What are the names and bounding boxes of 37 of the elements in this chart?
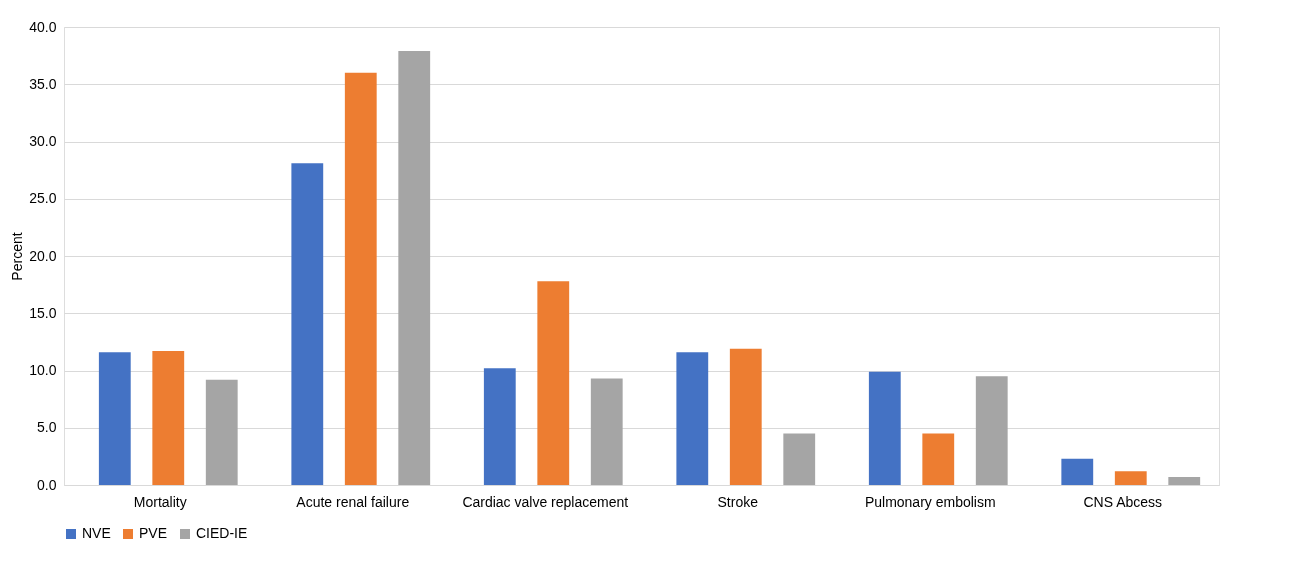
- bar: [152, 351, 185, 485]
- bar: [729, 348, 762, 485]
- x-tick-label: Cardiac valve replacement: [462, 493, 629, 510]
- bar: [483, 368, 516, 485]
- bar: [205, 379, 238, 485]
- y-tick-label: 35.0: [29, 75, 57, 92]
- bar: [783, 433, 816, 485]
- bar: [344, 72, 377, 485]
- legend-label: PVE: [139, 525, 168, 541]
- y-tick-label: 25.0: [29, 190, 57, 207]
- bar: [537, 281, 570, 485]
- y-tick-label: 10.0: [29, 362, 57, 378]
- y-tick-label: 20.0: [29, 247, 57, 264]
- y-tick-label: 0.0: [37, 476, 57, 493]
- bar: [975, 376, 1008, 485]
- legend-label: NVE: [82, 525, 111, 541]
- y-tick-label: 15.0: [29, 304, 57, 321]
- x-tick-label: Stroke: [717, 493, 759, 510]
- x-tick-label: CNS Abcess: [1083, 493, 1163, 510]
- bar: [398, 51, 431, 485]
- bar: [291, 163, 324, 485]
- y-axis-title: Percent: [9, 232, 26, 281]
- bar: [676, 352, 709, 485]
- bar: [1061, 458, 1094, 485]
- bar: [98, 352, 131, 485]
- x-tick-label: Mortality: [133, 493, 187, 510]
- bar: [1168, 476, 1201, 485]
- bar: [590, 378, 623, 485]
- x-tick-label: Pulmonary embolism: [864, 493, 996, 510]
- bar: [922, 433, 955, 485]
- bar: [1114, 471, 1147, 485]
- y-tick-label: 40.0: [29, 18, 57, 35]
- x-tick-label: Acute renal failure: [296, 493, 410, 510]
- legend-label: CIED-IE: [196, 525, 248, 541]
- y-tick-label: 30.0: [29, 133, 57, 149]
- y-tick-label: 5.0: [37, 419, 57, 436]
- bar: [868, 371, 901, 485]
